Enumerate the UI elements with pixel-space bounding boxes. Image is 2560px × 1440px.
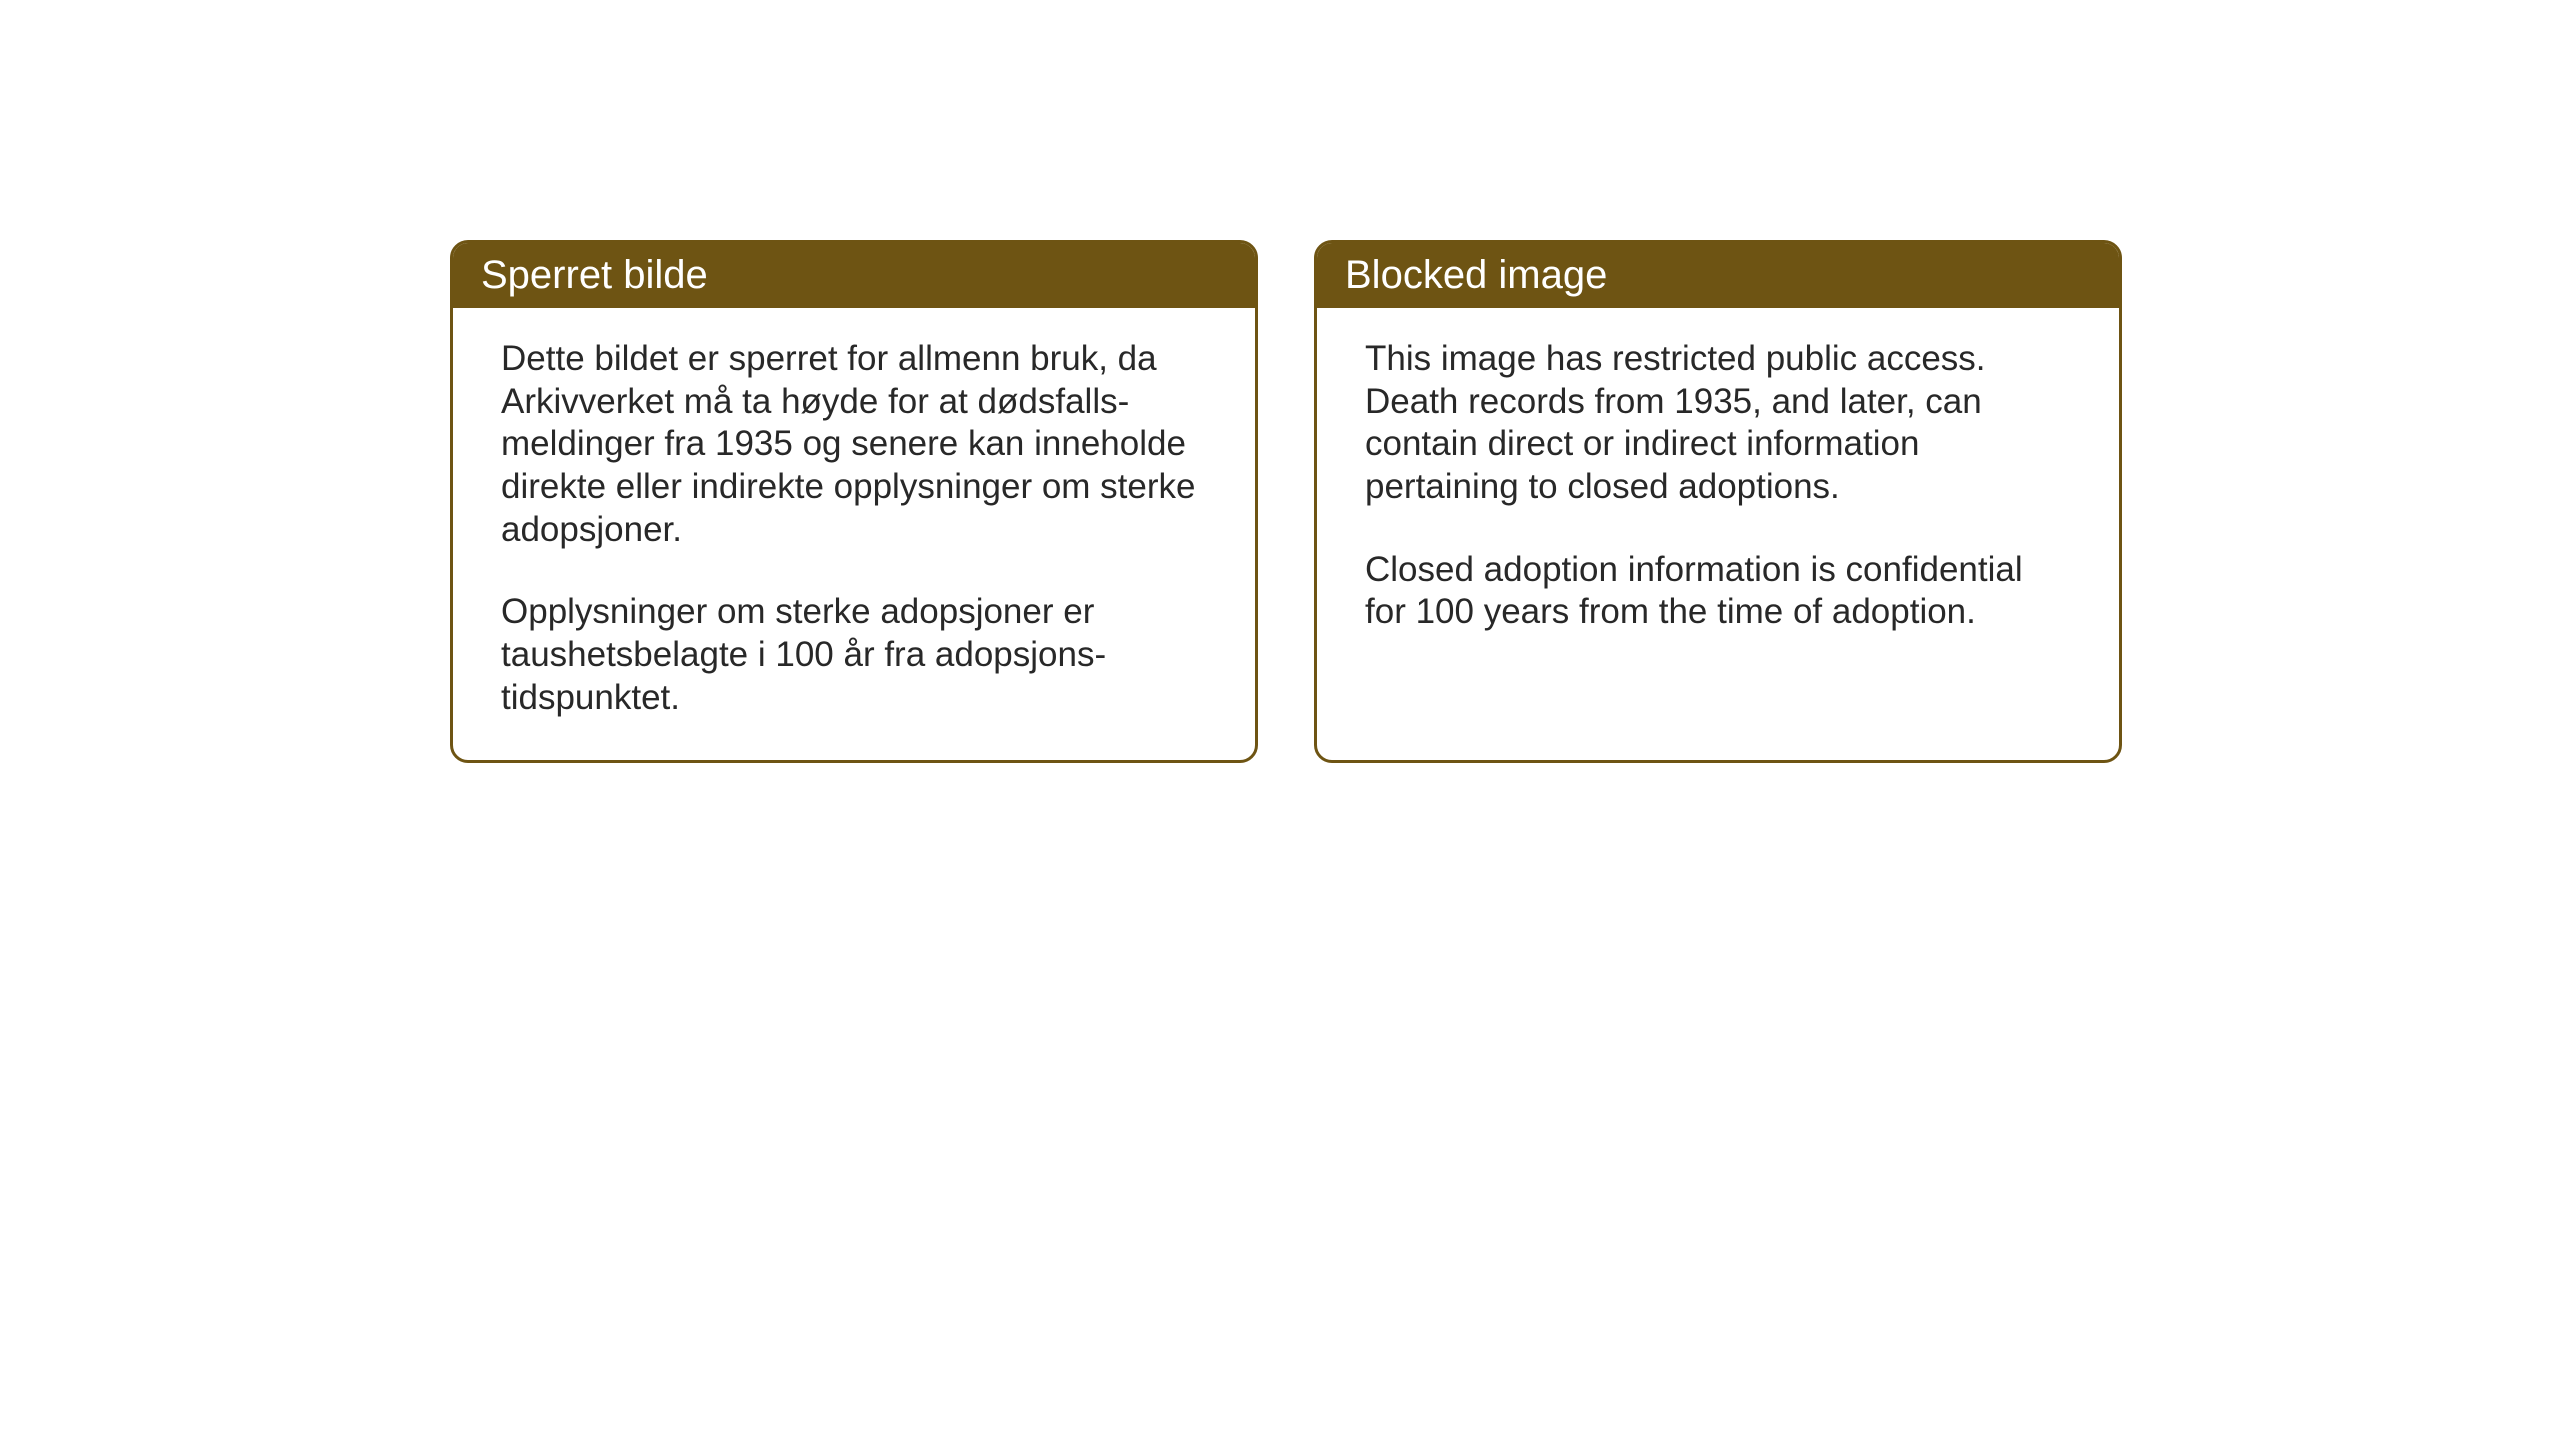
notice-body-english: This image has restricted public access.…: [1317, 308, 2119, 674]
notice-box-english: Blocked image This image has restricted …: [1314, 240, 2122, 763]
notice-box-norwegian: Sperret bilde Dette bildet er sperret fo…: [450, 240, 1258, 763]
notice-paragraph-2-english: Closed adoption information is confident…: [1365, 549, 2071, 634]
notice-header-norwegian: Sperret bilde: [453, 243, 1255, 308]
notice-paragraph-1-norwegian: Dette bildet er sperret for allmenn bruk…: [501, 338, 1207, 551]
notices-container: Sperret bilde Dette bildet er sperret fo…: [450, 240, 2122, 763]
notice-body-norwegian: Dette bildet er sperret for allmenn bruk…: [453, 308, 1255, 760]
notice-paragraph-1-english: This image has restricted public access.…: [1365, 338, 2071, 509]
notice-header-english: Blocked image: [1317, 243, 2119, 308]
notice-paragraph-2-norwegian: Opplysninger om sterke adopsjoner er tau…: [501, 591, 1207, 719]
